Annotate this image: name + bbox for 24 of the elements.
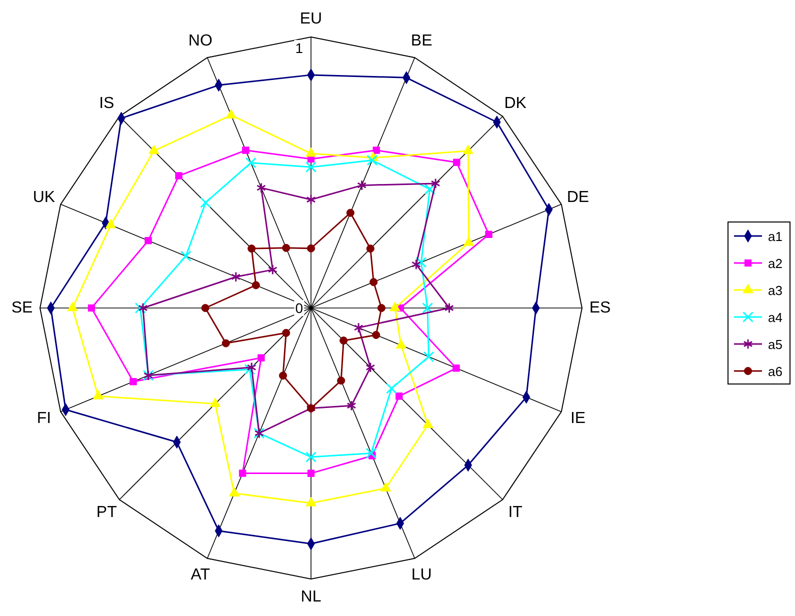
spoke-label: SE bbox=[11, 300, 33, 316]
spoke-label: EU bbox=[300, 10, 322, 28]
spoke-label: PT bbox=[96, 504, 118, 521]
spoke-label: IS bbox=[99, 95, 114, 112]
spoke-label: NL bbox=[300, 588, 322, 606]
spoke-label: FI bbox=[36, 410, 52, 428]
legend-label: a5 bbox=[768, 337, 782, 352]
spoke-label: DK bbox=[504, 95, 527, 112]
spoke-label: UK bbox=[32, 188, 56, 206]
legend-label: a2 bbox=[768, 256, 782, 271]
spoke-label: NO bbox=[188, 32, 212, 50]
y-tick-label: 1 bbox=[295, 40, 304, 56]
y-tick-label: 0 bbox=[295, 300, 304, 316]
legend-label: a1 bbox=[768, 229, 782, 244]
spoke-label: ES bbox=[589, 300, 611, 316]
spoke-label: BE bbox=[410, 32, 432, 50]
spoke-label: IT bbox=[508, 504, 523, 521]
legend-label: a4 bbox=[768, 310, 782, 325]
legend-label: a3 bbox=[768, 283, 782, 298]
spoke-label: LU bbox=[411, 566, 432, 584]
spoke-label: AT bbox=[190, 566, 210, 584]
spoke-label: DE bbox=[566, 188, 590, 206]
legend-label: a6 bbox=[768, 364, 782, 379]
spoke-label: IE bbox=[570, 410, 586, 428]
